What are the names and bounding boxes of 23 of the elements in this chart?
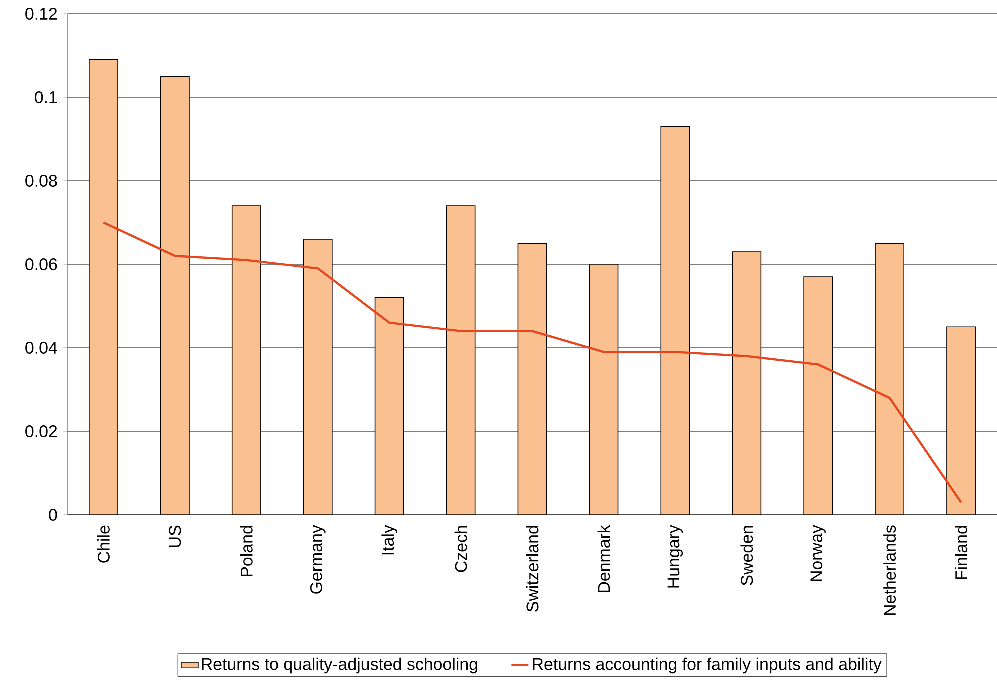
x-tick-label: Norway [810,525,826,582]
legend-label: Returns accounting for family inputs and ability [533,658,882,674]
x-tick-label: Poland [240,526,253,576]
y-tick-label: 0.02 [26,426,58,438]
x-tick-label: Hungary [668,525,684,588]
y-tick-label: 0.04 [26,342,58,354]
x-tick-label: Italy [382,525,398,555]
legend-label: Returns to quality-adjusted schooling [202,658,478,674]
y-tick-label: 0.08 [26,175,58,187]
x-tick-label: Chile [98,526,110,563]
x-tick-label: Czech [454,526,468,572]
y-tick-label: 0.12 [26,8,58,20]
x-tick-label: US [169,526,182,548]
y-tick-label: 0 [49,509,58,521]
x-tick-label: Netherlands [884,526,896,616]
x-tick-label: Finland [955,526,968,580]
y-tick-label: 0.1 [35,92,58,104]
x-tick-label: Germany [310,525,326,594]
x-tick-label: Switzerland [526,526,539,612]
x-tick-label: Sweden [740,526,754,586]
x-tick-label: Denmark [598,525,610,592]
y-tick-label: 0.06 [26,258,58,270]
line-series [102,222,962,504]
